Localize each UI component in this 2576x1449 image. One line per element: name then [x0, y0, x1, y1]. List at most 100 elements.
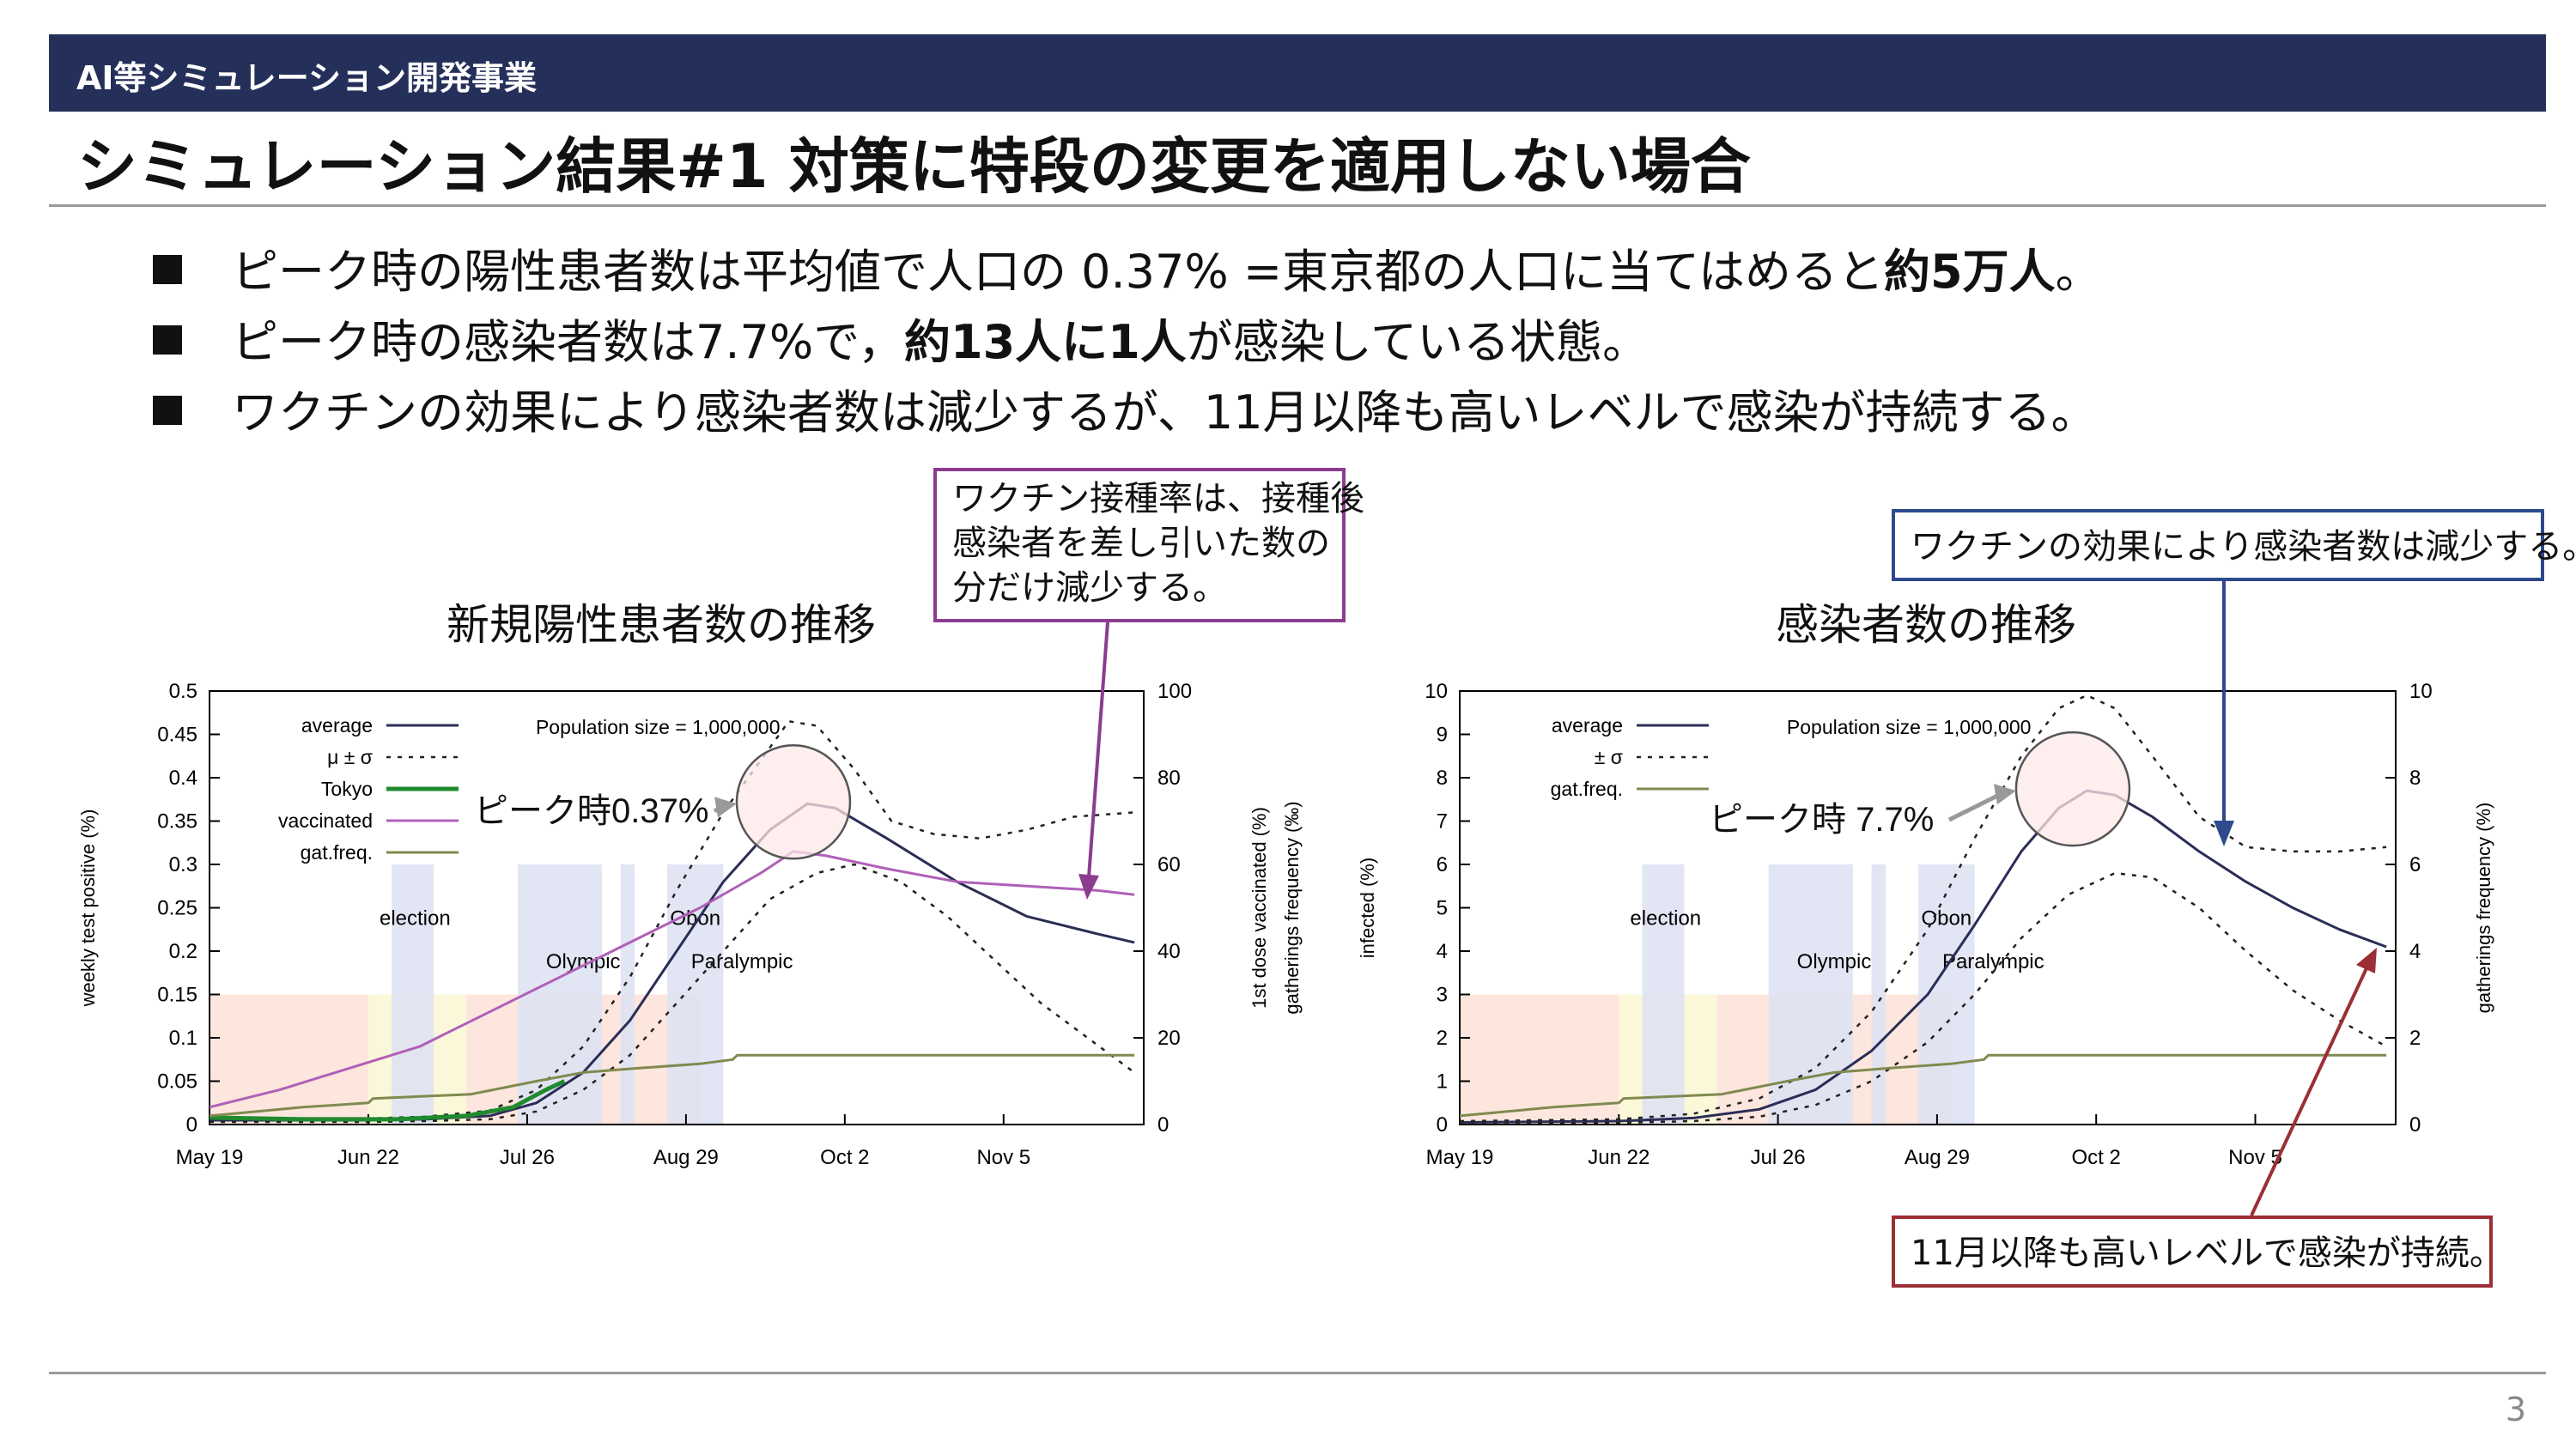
peak-label: ピーク時0.37% — [474, 792, 708, 830]
chart-2-title: 感染者数の推移 — [1776, 600, 2076, 650]
x-tick-label: Nov 5 — [976, 1146, 1030, 1169]
legend-label: ± σ — [1595, 746, 1623, 768]
vaccine-rate-arrow — [1087, 621, 1109, 878]
legend-label: μ ± σ — [327, 746, 373, 768]
event-label-paralympic: Paralympic — [691, 950, 793, 973]
event-label-paralympic: Paralympic — [1942, 950, 2044, 973]
bullet-3-text: ワクチンの効果により感染者数は減少するが、11月以降も高いレベルで感染が持続する… — [232, 385, 2098, 440]
y2-tick-label: 40 — [1157, 940, 1181, 963]
legend-label: vaccinated — [278, 809, 373, 832]
bullet-3: ワクチンの効果により感染者数は減少するが、11月以降も高いレベルで感染が持続する… — [153, 374, 2098, 442]
footer-divider — [49, 1372, 2546, 1374]
y-tick-label: 0.15 — [157, 984, 197, 1007]
vaccine-rate-callout: ワクチン接種率は、接種後 感染者を差し引いた数の 分だけ減少する。 — [933, 468, 1364, 622]
event-label-election: election — [1630, 907, 1701, 931]
bullet-1-end: 。 — [2055, 245, 2102, 299]
chart1-plot: 0 0.05 0.1 0.15 0.2 0.25 0.3 0.35 0.4 0.45 0.5 0 20 4… — [77, 680, 1303, 1169]
y2-tick-label: 6 — [2409, 853, 2421, 876]
policy-band — [1460, 994, 1619, 1125]
population-annotation: Population size = 1,000,000 — [536, 716, 781, 738]
series-line-gat-freq- — [1459, 1053, 2387, 1118]
y2-tick-label: 10 — [2409, 680, 2433, 703]
vaccine-rate-line-3: 分だけ減少する。 — [952, 568, 1227, 608]
bullet-square-icon — [153, 325, 182, 355]
chart-1-title: 新規陽性患者数の推移 — [447, 600, 876, 650]
population-annotation: Population size = 1,000,000 — [1787, 716, 2032, 738]
x-tick-label: Aug 29 — [653, 1146, 719, 1169]
legend-label: gat.freq. — [301, 841, 373, 864]
bullet-1: ピーク時の陽性患者数は平均値で人口の 0.37% =東京都の人口に当てはめると約… — [153, 233, 2102, 301]
y-tick-label: 0.3 — [169, 853, 197, 876]
y-tick-label: 0 — [186, 1113, 197, 1137]
legend-label: average — [1552, 714, 1623, 737]
y2-axis-label: gatherings frequency (‰) — [1281, 801, 1303, 1014]
y-axis-label: weekly test positive (%) — [77, 809, 99, 1008]
policy-band — [1642, 864, 1685, 1125]
section-header-label: AI等シミュレーション開発事業 — [76, 59, 538, 97]
peak-arrow-head — [714, 797, 737, 818]
y-tick-label: 4 — [1437, 940, 1448, 963]
x-tick-label: May 19 — [176, 1146, 244, 1169]
y2-tick-label: 0 — [1157, 1113, 1169, 1137]
series-line-vaccinated — [209, 850, 1135, 1109]
series-line-- — [1459, 694, 2387, 1123]
y2-axis-label: 1st dose vaccinated (%) — [1249, 807, 1270, 1009]
x-tick-label: Aug 29 — [1905, 1146, 1970, 1169]
november-arrow — [2250, 967, 2368, 1216]
bullet-square-icon — [153, 255, 182, 285]
vaccine-effect-arrow-head — [2214, 821, 2234, 846]
vaccine-rate-arrow-head — [1078, 874, 1099, 900]
bullet-2: ピーク時の感染者数は7.7%で，約13人に1人が感染している状態。 — [153, 304, 1649, 372]
y-tick-label: 0.45 — [157, 724, 197, 747]
series-line-- — [1459, 871, 2387, 1125]
y-tick-label: 5 — [1437, 897, 1448, 920]
vaccine-rate-line-2: 感染者を差し引いた数の — [952, 524, 1330, 563]
peak-arrow — [1947, 791, 2002, 822]
vaccine-rate-line-1: ワクチン接種率は、接種後 — [952, 479, 1364, 518]
y-tick-label: 0.1 — [169, 1027, 197, 1050]
y-tick-label: 9 — [1437, 724, 1448, 747]
y2-tick-label: 60 — [1157, 853, 1181, 876]
y2-axis-label: gatherings frequency (%) — [2473, 803, 2494, 1014]
legend-label: Tokyo — [321, 778, 373, 800]
x-tick-label: Oct 2 — [820, 1146, 869, 1169]
y-tick-label: 2 — [1437, 1027, 1448, 1050]
series-line-tokyo — [209, 1079, 566, 1122]
y2-tick-label: 8 — [2409, 767, 2421, 790]
bullet-2-end: が感染している状態。 — [1186, 315, 1649, 369]
y2-tick-label: 100 — [1157, 680, 1192, 703]
vaccine-effect-callout: ワクチンの効果により感染者数は減少する。 — [1892, 509, 2576, 581]
y-tick-label: 8 — [1437, 767, 1448, 790]
chart2-plot: 0 1 2 3 4 5 6 7 8 9 10 0 2 4 6 8 10 May 19 Jun 22 Jul 26 Aug… — [1357, 680, 2494, 1169]
event-label-olympic: Olympic — [1797, 950, 1872, 973]
y2-tick-label: 2 — [2409, 1027, 2421, 1050]
y-tick-label: 6 — [1437, 853, 1448, 876]
peak-label: ピーク時 7.7% — [1709, 801, 1934, 839]
series-line-gat-freq- — [209, 1053, 1135, 1118]
y-tick-label: 0 — [1437, 1113, 1448, 1137]
november-callout: 11月以降も高いレベルで感染が持続。 — [1892, 1216, 2504, 1288]
legend-label: average — [301, 714, 373, 737]
y2-tick-label: 20 — [1157, 1027, 1181, 1050]
policy-band — [620, 864, 635, 1125]
y-tick-label: 0.2 — [169, 940, 197, 963]
bullet-2-text: ピーク時の感染者数は7.7%で， — [232, 315, 905, 369]
y-tick-label: 7 — [1437, 810, 1448, 834]
policy-band — [1871, 864, 1886, 1125]
legend-label: gat.freq. — [1551, 778, 1623, 800]
y2-tick-label: 80 — [1157, 767, 1181, 790]
event-label-election: election — [380, 907, 451, 931]
policy-band — [667, 864, 724, 1125]
y-tick-label: 0.5 — [169, 680, 197, 703]
x-tick-label: May 19 — [1426, 1146, 1494, 1169]
title-divider — [49, 204, 2546, 207]
november-arrow-head — [2356, 948, 2377, 973]
bullet-1-text: ピーク時の陽性患者数は平均値で人口の 0.37% =東京都の人口に当てはめると — [232, 245, 1885, 299]
y-tick-label: 3 — [1437, 984, 1448, 1007]
y-tick-label: 1 — [1437, 1070, 1448, 1094]
x-tick-label: Jul 26 — [1751, 1146, 1806, 1169]
y-tick-label: 0.05 — [157, 1070, 197, 1094]
y-tick-label: 0.4 — [169, 767, 197, 790]
y-axis-label: infected (%) — [1357, 858, 1378, 958]
